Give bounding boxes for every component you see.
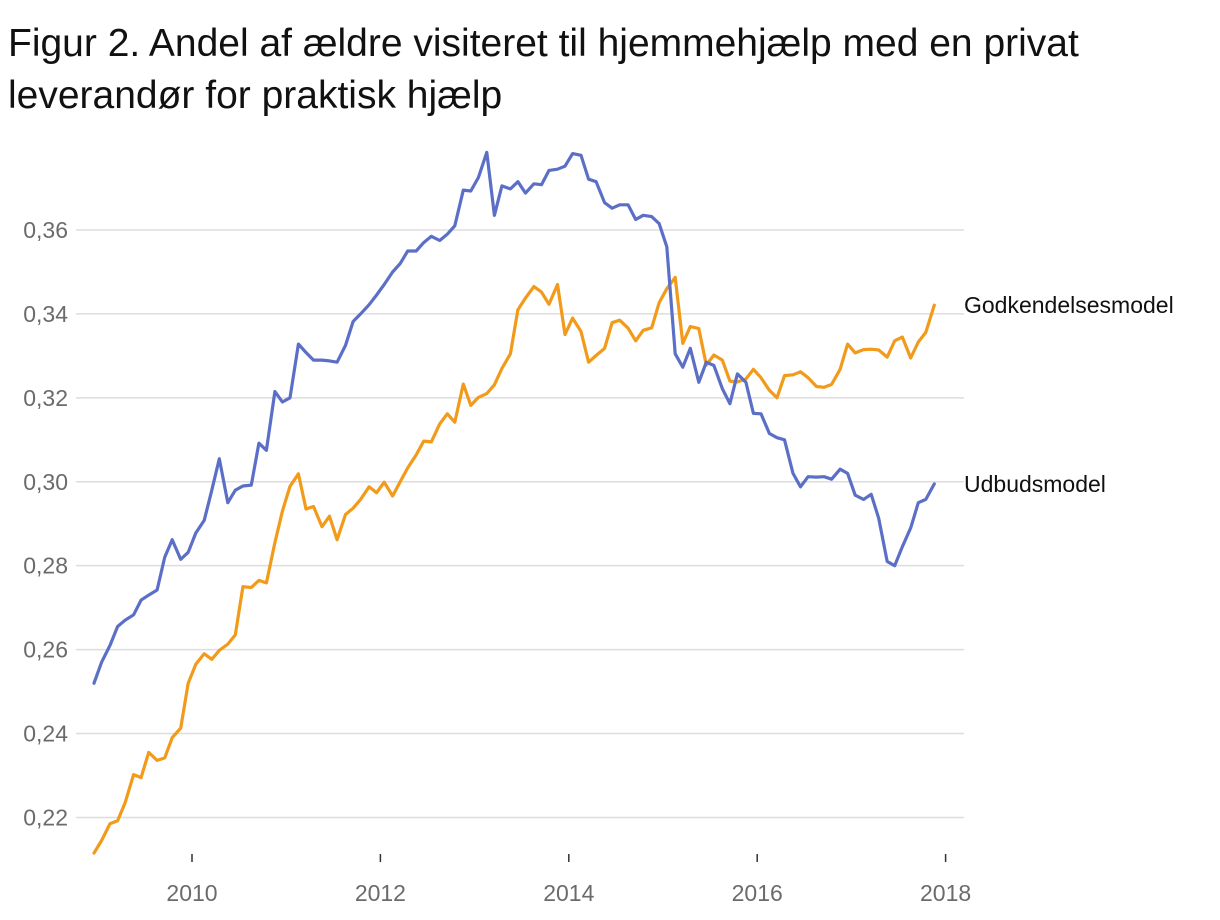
x-axis: 2010 2012 2014 2016 2018 xyxy=(166,854,971,906)
y-tick-label: 0,36 xyxy=(23,217,68,243)
y-tick-label: 0,32 xyxy=(23,385,68,411)
series-line-udbudsmodel xyxy=(92,150,936,685)
x-tick-label: 2014 xyxy=(543,880,594,906)
x-tick-label: 2016 xyxy=(732,880,783,906)
y-tick-label: 0,28 xyxy=(23,553,68,579)
gridlines xyxy=(76,229,964,819)
series-label: Udbudsmodel xyxy=(964,471,1106,497)
y-tick-label: 0,30 xyxy=(23,469,68,495)
series-labels: Godkendelsesmodel Udbudsmodel xyxy=(964,292,1174,497)
x-tick-label: 2018 xyxy=(920,880,971,906)
series-lines xyxy=(92,150,936,855)
y-tick-label: 0,22 xyxy=(23,804,68,830)
y-tick-label: 0,34 xyxy=(23,301,68,327)
y-axis: 0,22 0,24 0,26 0,28 0,30 0,32 0,34 0,36 xyxy=(23,217,68,830)
y-tick-label: 0,24 xyxy=(23,721,68,747)
y-tick-label: 0,26 xyxy=(23,637,68,663)
x-tick-label: 2010 xyxy=(166,880,217,906)
series-label: Godkendelsesmodel xyxy=(964,292,1174,318)
x-tick-label: 2012 xyxy=(355,880,406,906)
chart-title: Figur 2. Andel af ældre visiteret til hj… xyxy=(8,22,1079,117)
series-line-godkendelsesmodel xyxy=(92,275,936,855)
